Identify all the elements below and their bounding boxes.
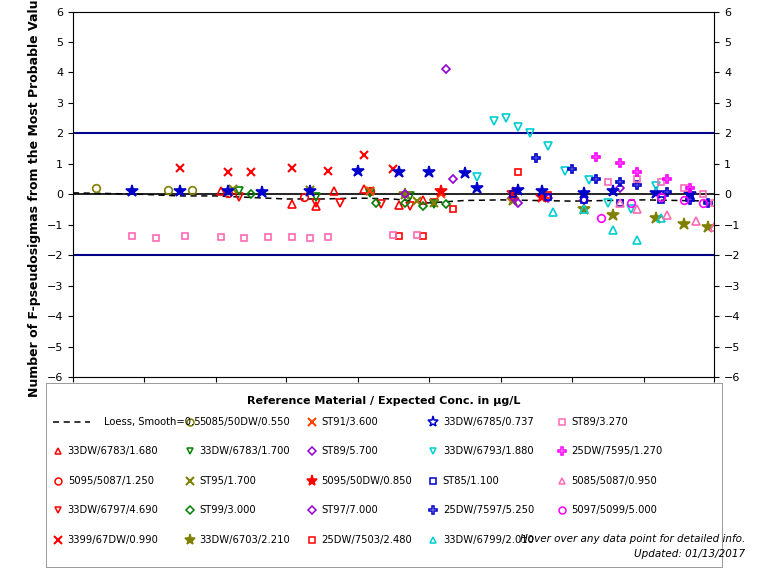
Text: ST97/7.000: ST97/7.000: [321, 505, 378, 515]
Text: Updated: 01/13/2017: Updated: 01/13/2017: [634, 549, 745, 559]
Text: ST99/3.000: ST99/3.000: [200, 505, 256, 515]
Text: 33DW/6703/2.210: 33DW/6703/2.210: [200, 535, 290, 545]
Text: 5085/50DW/0.550: 5085/50DW/0.550: [200, 417, 290, 427]
Text: 33DW/6793/1.880: 33DW/6793/1.880: [443, 446, 534, 456]
Text: 33DW/6785/0.737: 33DW/6785/0.737: [443, 417, 534, 427]
Text: 33DW/6783/1.680: 33DW/6783/1.680: [68, 446, 158, 456]
Text: ST89/5.700: ST89/5.700: [321, 446, 378, 456]
Text: ST91/3.600: ST91/3.600: [321, 417, 378, 427]
X-axis label: Date Sample was Logged into Laboratory: Date Sample was Logged into Laboratory: [248, 414, 539, 427]
Text: 25DW/7597/5.250: 25DW/7597/5.250: [443, 505, 534, 515]
Text: Hover over any data point for detailed info.: Hover over any data point for detailed i…: [520, 535, 745, 544]
Text: ST85/1.100: ST85/1.100: [443, 476, 499, 486]
Text: 3399/67DW/0.990: 3399/67DW/0.990: [68, 535, 158, 545]
Text: ST89/3.270: ST89/3.270: [571, 417, 628, 427]
Text: 33DW/6783/1.700: 33DW/6783/1.700: [200, 446, 290, 456]
Text: 33DW/6799/2.010: 33DW/6799/2.010: [443, 535, 534, 545]
Text: 5095/50DW/0.850: 5095/50DW/0.850: [321, 476, 412, 486]
Text: Reference Material / Expected Conc. in μg/L: Reference Material / Expected Conc. in μ…: [247, 396, 521, 406]
Text: 5095/5087/1.250: 5095/5087/1.250: [68, 476, 154, 486]
Text: Loess, Smooth=0.5: Loess, Smooth=0.5: [104, 417, 200, 427]
Text: 5097/5099/5.000: 5097/5099/5.000: [571, 505, 657, 515]
Text: ST95/1.700: ST95/1.700: [200, 476, 257, 486]
Text: 25DW/7595/1.270: 25DW/7595/1.270: [571, 446, 663, 456]
Y-axis label: Number of F-pseudosigmas from the Most Probable Value: Number of F-pseudosigmas from the Most P…: [28, 0, 41, 397]
Text: 5085/5087/0.950: 5085/5087/0.950: [571, 476, 657, 486]
Text: 33DW/6797/4.690: 33DW/6797/4.690: [68, 505, 158, 515]
Text: 25DW/7503/2.480: 25DW/7503/2.480: [321, 535, 412, 545]
